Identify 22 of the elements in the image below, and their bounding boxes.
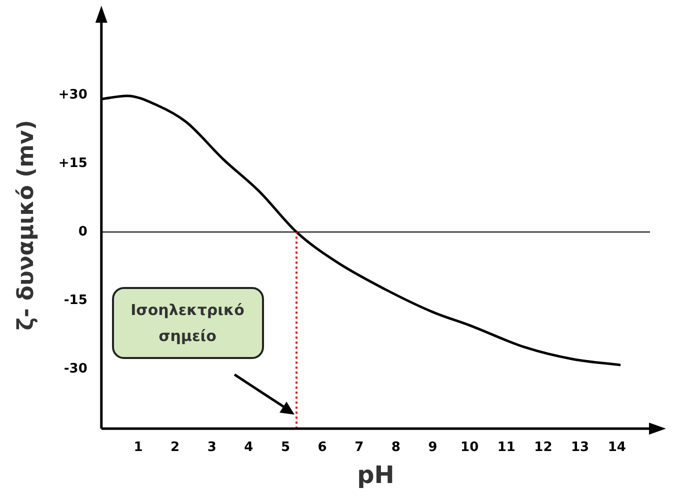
x-tick-label: 6: [318, 440, 327, 455]
annotation: Ισοηλεκτρικό σημείο: [112, 286, 264, 359]
x-tick-label: 14: [608, 440, 626, 455]
x-tick-label: 13: [570, 440, 590, 455]
x-tick-label: 2: [170, 440, 180, 455]
y-tick-label: -30: [64, 362, 88, 377]
x-tick-label: 5: [280, 440, 290, 455]
x-tick-label: 1: [134, 440, 143, 455]
y-axis-title: ζ- δυναμικό (mv): [14, 120, 39, 330]
y-tick-label: +30: [58, 87, 88, 102]
x-tick-label: 12: [534, 440, 552, 455]
y-tick-label: -15: [64, 292, 88, 308]
x-tick-label: 8: [391, 440, 400, 455]
y-tick-label: +15: [58, 156, 88, 171]
x-tick-label: 10: [460, 440, 479, 455]
y-tick-label: 0: [78, 224, 88, 240]
x-tick-label: 9: [428, 440, 438, 455]
x-tick-label: 7: [354, 440, 364, 455]
x-tick-label: 3: [207, 440, 216, 455]
x-tick-label: 4: [244, 440, 254, 455]
x-axis-title: pH: [357, 460, 394, 489]
x-tick-label: 11: [497, 440, 516, 455]
